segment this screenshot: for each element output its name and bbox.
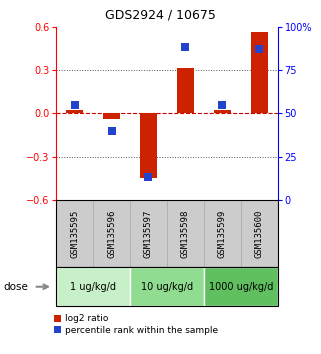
Bar: [56, 200, 93, 267]
Text: 10 ug/kg/d: 10 ug/kg/d: [141, 282, 193, 292]
Text: 1000 ug/kg/d: 1000 ug/kg/d: [209, 282, 273, 292]
Text: GSM135595: GSM135595: [70, 210, 79, 258]
Bar: [130, 200, 167, 267]
Bar: [251, 32, 267, 113]
Text: GSM135599: GSM135599: [218, 210, 227, 258]
Text: GDS2924 / 10675: GDS2924 / 10675: [105, 9, 216, 22]
Point: [256, 46, 262, 52]
Bar: [66, 110, 83, 113]
Bar: [177, 68, 194, 113]
Text: GSM135597: GSM135597: [144, 210, 153, 258]
Text: 1 ug/kg/d: 1 ug/kg/d: [70, 282, 116, 292]
Text: GSM135596: GSM135596: [107, 210, 116, 258]
Legend: log2 ratio, percentile rank within the sample: log2 ratio, percentile rank within the s…: [54, 314, 218, 335]
Bar: [56, 267, 130, 306]
Bar: [167, 200, 204, 267]
Point: [72, 102, 77, 108]
Bar: [93, 200, 130, 267]
Point: [109, 128, 114, 133]
Bar: [130, 267, 204, 306]
Bar: [241, 200, 278, 267]
Bar: [140, 113, 157, 178]
Point: [183, 45, 188, 50]
Point: [220, 102, 225, 108]
Bar: [103, 113, 120, 119]
Point: [146, 175, 151, 180]
Bar: [204, 200, 241, 267]
Bar: [214, 110, 230, 113]
Text: dose: dose: [3, 282, 28, 292]
Text: GSM135598: GSM135598: [181, 210, 190, 258]
Text: GSM135600: GSM135600: [255, 210, 264, 258]
Bar: [204, 267, 278, 306]
